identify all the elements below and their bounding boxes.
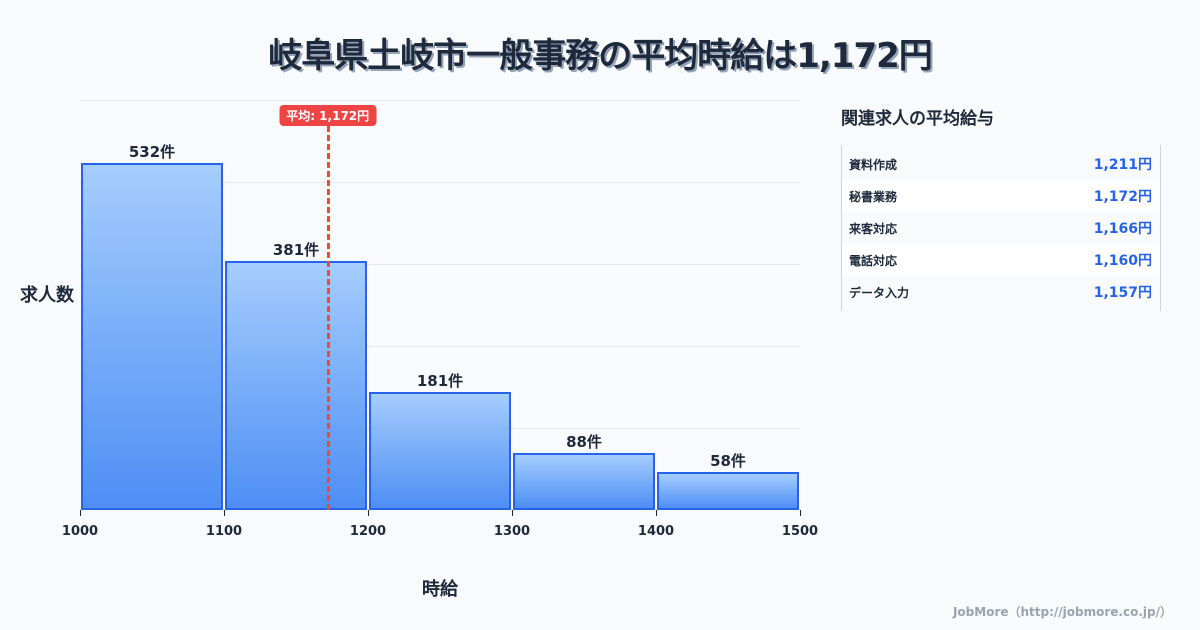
bar-value-label: 532件 [128,142,176,161]
job-name: 来客対応 [849,221,898,236]
job-salary: 1,172円 [1093,189,1152,205]
x-tick [656,510,657,516]
x-tick-label: 1500 [781,524,819,539]
x-tick [224,510,225,516]
gridline [80,346,800,347]
bar-value-label: 181件 [416,371,464,390]
histogram-bar [81,162,223,510]
x-tick [800,510,801,516]
x-tick [512,510,513,516]
y-axis-label: 求人数 [20,285,74,306]
bar-value-label: 88件 [566,432,602,451]
job-salary: 1,157円 [1093,285,1152,301]
histogram-chart: 532件 381件 181件 88件 58件 1000 1100 1200 1300 1… [20,100,818,600]
page-title: 岐阜県土岐市一般事務の平均時給は1,172円 [268,36,933,76]
footer-credit: JobMore（http://jobmore.co.jp/） [952,605,1172,619]
x-tick [80,510,81,516]
x-axis-label: 時給 [422,579,458,600]
related-salary-row: 電話対応 1,160円 [842,244,1160,276]
bar-value-label: 381件 [272,241,320,260]
x-tick-label: 1200 [349,524,387,539]
gridline [80,264,800,265]
x-tick-label: 1300 [493,524,531,539]
job-name: 資料作成 [849,157,898,172]
job-salary: 1,211円 [1093,157,1152,173]
job-name: 電話対応 [849,253,898,268]
x-tick-label: 1000 [61,524,99,539]
average-line [326,126,330,510]
related-salaries-title: 関連求人の平均給与 [841,109,994,129]
histogram-bar [513,452,655,510]
x-tick-label: 1400 [637,524,675,539]
related-salary-row: 来客対応 1,166円 [842,212,1160,244]
histogram-bar [657,472,799,510]
related-salaries-table: 資料作成 1,211円 秘書業務 1,172円 来客対応 1,166円 電話対応… [841,145,1161,311]
bar-value-label: 58件 [710,452,746,471]
job-salary: 1,160円 [1093,253,1152,269]
average-badge: 平均: 1,172円 [279,105,377,126]
x-tick [368,510,369,516]
related-salary-row: データ入力 1,157円 [842,276,1160,308]
x-tick-label: 1100 [205,524,243,539]
gridline [80,182,800,183]
related-salary-row: 資料作成 1,211円 [842,148,1160,180]
histogram-bar [369,391,511,510]
job-name: 秘書業務 [849,189,898,204]
related-salary-row: 秘書業務 1,172円 [842,180,1160,212]
job-salary: 1,166円 [1093,221,1152,237]
histogram-bar [225,261,367,510]
gridline [80,100,800,101]
job-name: データ入力 [849,285,910,300]
